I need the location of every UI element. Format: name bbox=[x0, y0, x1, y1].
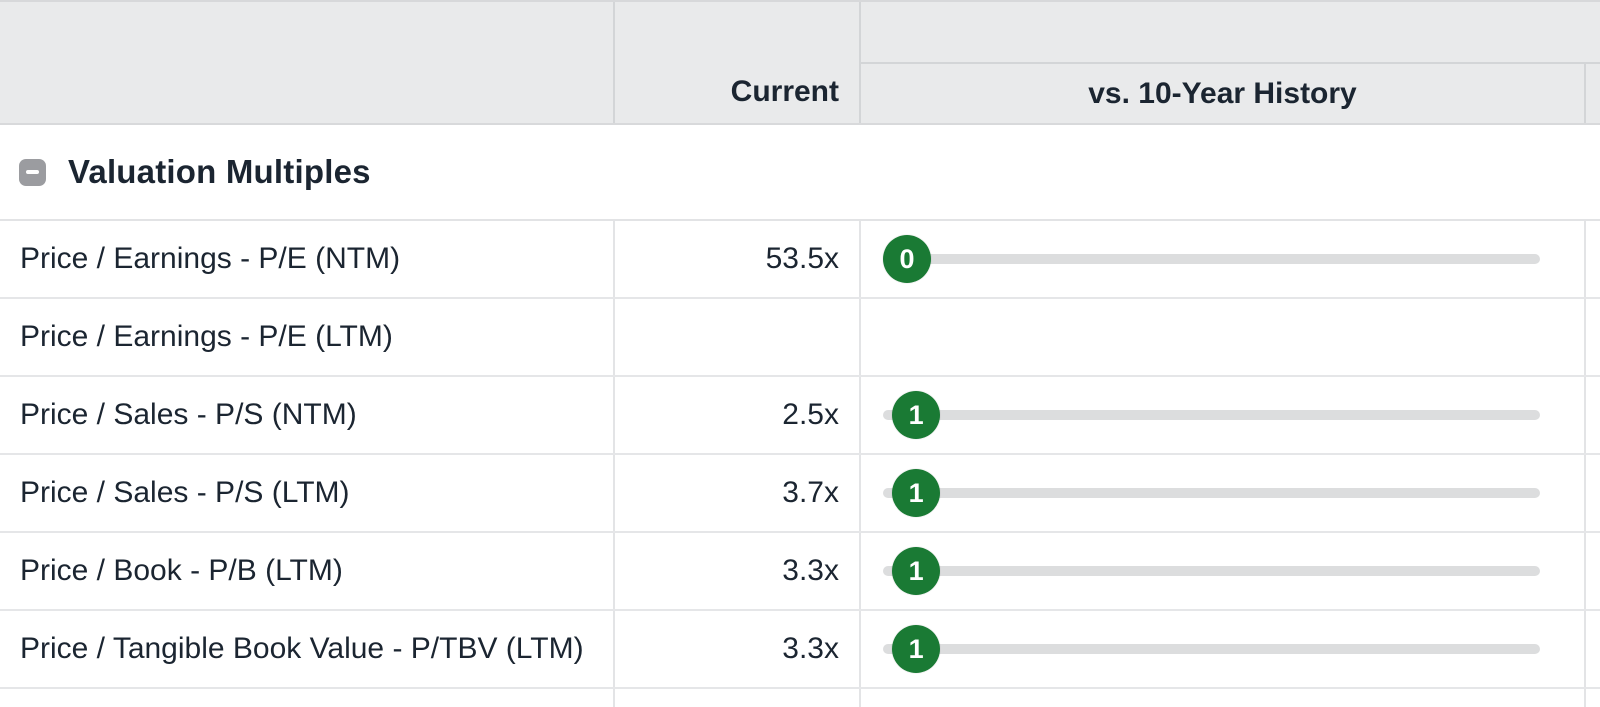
header-history-label: vs. 10-Year History bbox=[1088, 76, 1357, 110]
slider-thumb[interactable]: 1 bbox=[892, 469, 941, 517]
percentile-slider: 0 bbox=[883, 221, 1540, 297]
slider-thumb[interactable]: 1 bbox=[892, 391, 941, 439]
collapse-section-button[interactable] bbox=[19, 158, 46, 186]
metric-label: Price / Book - P/B (LTM) bbox=[0, 533, 615, 609]
header-history-bottom: vs. 10-Year History bbox=[861, 64, 1600, 123]
table-row: Price / Sales - P/S (NTM) 2.5x 1 bbox=[0, 377, 1600, 455]
section-row-valuation-multiples: Valuation Multiples bbox=[0, 125, 1600, 221]
history-slider-cell: 1 bbox=[861, 377, 1586, 453]
current-value bbox=[615, 299, 861, 375]
header-current-cell: Current bbox=[615, 2, 861, 123]
metric-label: Price / Earnings - P/E (LTM) bbox=[0, 299, 615, 375]
header-history-top-strip bbox=[861, 2, 1600, 64]
table-row: Price / Tangible Book Value - P/TBV (LTM… bbox=[0, 611, 1600, 689]
history-slider-cell bbox=[861, 299, 1586, 375]
history-slider-cell: 1 bbox=[861, 455, 1586, 531]
table-body: Price / Earnings - P/E (NTM) 53.5x 0 Pri… bbox=[0, 221, 1600, 689]
partial-slider-cell bbox=[861, 689, 1586, 707]
percentile-slider: 1 bbox=[883, 611, 1540, 687]
slider-thumb[interactable]: 1 bbox=[892, 625, 941, 673]
current-value: 53.5x bbox=[615, 221, 861, 297]
header-stub-cell bbox=[1586, 64, 1600, 123]
slider-track bbox=[883, 566, 1540, 576]
slider-thumb-value: 1 bbox=[908, 477, 924, 508]
slider-thumb[interactable]: 0 bbox=[883, 235, 931, 283]
section-title: Valuation Multiples bbox=[68, 153, 371, 190]
partial-value-cell bbox=[615, 689, 861, 707]
metric-label: Price / Sales - P/S (LTM) bbox=[0, 455, 615, 531]
table-row: Price / Earnings - P/E (NTM) 53.5x 0 bbox=[0, 221, 1600, 299]
header-metric-cell bbox=[0, 2, 615, 123]
table-row: Price / Book - P/B (LTM) 3.3x 1 bbox=[0, 533, 1600, 611]
minus-icon bbox=[26, 170, 39, 174]
table-row: Price / Sales - P/S (LTM) 3.7x 1 bbox=[0, 455, 1600, 533]
row-stub-cell bbox=[1586, 611, 1600, 687]
table-header: Current vs. 10-Year History bbox=[0, 0, 1600, 125]
slider-track bbox=[883, 488, 1540, 498]
current-value: 3.7x bbox=[615, 455, 861, 531]
slider-track bbox=[883, 410, 1540, 420]
row-stub-cell bbox=[1586, 299, 1600, 375]
history-slider-cell: 1 bbox=[861, 611, 1586, 687]
slider-track bbox=[883, 644, 1540, 654]
partial-stub-cell bbox=[1586, 689, 1600, 707]
row-stub-cell bbox=[1586, 455, 1600, 531]
table-row: Price / Earnings - P/E (LTM) bbox=[0, 299, 1600, 377]
row-stub-cell bbox=[1586, 221, 1600, 297]
slider-track bbox=[883, 254, 1540, 264]
metric-label: Price / Sales - P/S (NTM) bbox=[0, 377, 615, 453]
partial-metric-cell bbox=[0, 689, 615, 707]
current-value: 3.3x bbox=[615, 533, 861, 609]
current-value: 2.5x bbox=[615, 377, 861, 453]
percentile-slider: 1 bbox=[883, 533, 1540, 609]
percentile-slider: 1 bbox=[883, 455, 1540, 531]
header-current-label: Current bbox=[730, 75, 839, 108]
slider-thumb-value: 0 bbox=[899, 243, 915, 274]
slider-thumb-value: 1 bbox=[908, 633, 924, 664]
history-slider-cell: 0 bbox=[861, 221, 1586, 297]
metric-label: Price / Earnings - P/E (NTM) bbox=[0, 221, 615, 297]
slider-thumb-value: 1 bbox=[908, 399, 924, 430]
percentile-slider: 1 bbox=[883, 377, 1540, 453]
row-stub-cell bbox=[1586, 533, 1600, 609]
slider-thumb[interactable]: 1 bbox=[892, 547, 941, 595]
partial-row bbox=[0, 689, 1600, 707]
header-history-group: vs. 10-Year History bbox=[861, 2, 1600, 123]
header-history-cell: vs. 10-Year History bbox=[861, 64, 1586, 123]
slider-thumb-value: 1 bbox=[908, 555, 924, 586]
metric-label: Price / Tangible Book Value - P/TBV (LTM… bbox=[0, 611, 615, 687]
row-stub-cell bbox=[1586, 377, 1600, 453]
history-slider-cell: 1 bbox=[861, 533, 1586, 609]
current-value: 3.3x bbox=[615, 611, 861, 687]
